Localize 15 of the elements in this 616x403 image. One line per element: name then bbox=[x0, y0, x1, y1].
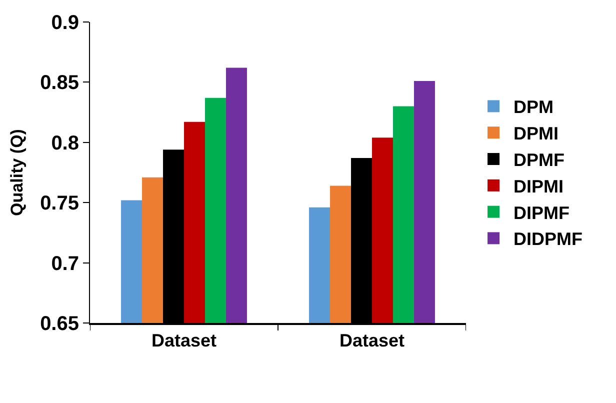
y-axis-title: Quality (Q) bbox=[8, 129, 27, 216]
y-tick-label: 0.8 bbox=[51, 132, 79, 154]
legend-label: DPMF bbox=[514, 150, 565, 170]
legend-label: DIPMI bbox=[514, 176, 564, 196]
y-tick-label: 0.85 bbox=[40, 72, 79, 94]
legend-label: DPMI bbox=[514, 124, 559, 144]
x-tick-label: Dataset bbox=[339, 330, 405, 351]
y-tick-label: 0.9 bbox=[51, 12, 79, 34]
y-tick-label: 0.75 bbox=[40, 192, 79, 215]
legend-label: DIDPMF bbox=[514, 229, 583, 250]
legend-label: DPM bbox=[514, 97, 554, 118]
legend-label: DIPMF bbox=[514, 202, 570, 223]
y-tick-label: 0.65 bbox=[40, 313, 79, 335]
x-tick-label: Dataset bbox=[151, 330, 217, 351]
y-tick-label: 0.7 bbox=[51, 252, 79, 275]
